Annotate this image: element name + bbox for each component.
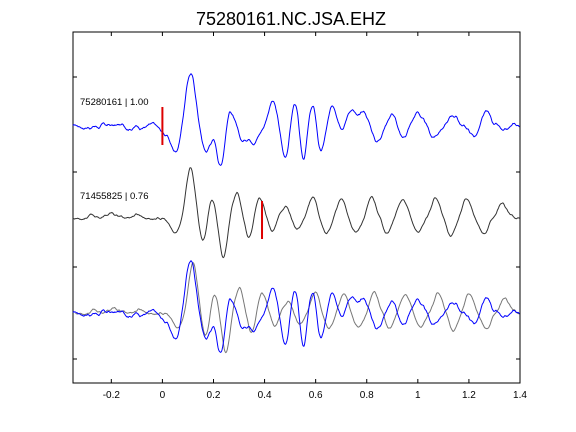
x-axis: -0.2 0 0.2 0.4 0.6 0.8 1 1.2 1.4 <box>103 32 527 401</box>
plot-frame <box>72 31 521 384</box>
x-tick-label: -0.2 <box>103 390 121 401</box>
trace-overlay-template <box>72 260 520 354</box>
x-tick-label: 1.2 <box>462 390 476 401</box>
x-tick-label: 1 <box>415 390 421 401</box>
trace-labels: 75280161 | 1.00 71455825 | 0.76 <box>80 97 149 202</box>
trace-match <box>72 167 520 259</box>
trace-label: 75280161 | 1.00 <box>80 97 149 108</box>
x-tick-label: 0.4 <box>258 390 272 401</box>
x-tick-label: 1.4 <box>513 390 527 401</box>
chart-title: 75280161.NC.JSA.EHZ <box>196 9 386 29</box>
x-tick-label: 0 <box>160 390 166 401</box>
y-axis-ticks <box>73 76 520 360</box>
pick-markers <box>161 107 264 239</box>
traces <box>72 73 520 354</box>
trace-label: 71455825 | 0.76 <box>80 191 149 202</box>
x-tick-label: 0.8 <box>360 390 374 401</box>
x-tick-label: 0.2 <box>207 390 221 401</box>
x-tick-label: 0.6 <box>309 390 323 401</box>
trace-template <box>72 73 520 167</box>
trace-overlay-match <box>75 262 520 354</box>
